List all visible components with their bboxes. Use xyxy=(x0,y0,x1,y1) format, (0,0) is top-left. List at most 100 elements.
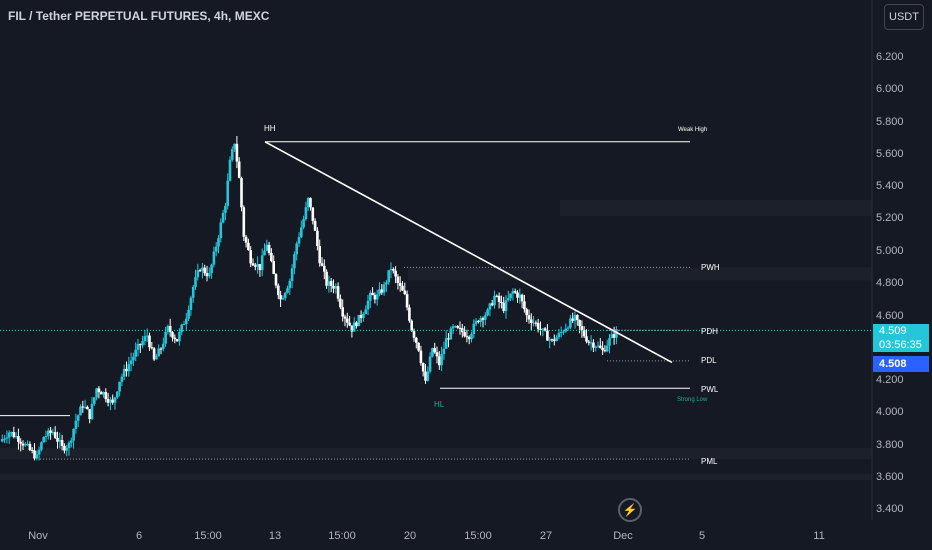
candle-body xyxy=(141,341,144,346)
candle-body xyxy=(290,268,294,282)
candle-body xyxy=(497,295,501,302)
candle-body xyxy=(509,293,512,299)
lightning-icon[interactable]: ⚡ xyxy=(618,498,642,522)
candle-body xyxy=(325,271,328,286)
candle-body xyxy=(70,440,73,443)
y-tick: 4.000 xyxy=(876,406,904,418)
x-tick: 27 xyxy=(539,530,553,542)
order-block-zone xyxy=(408,267,872,281)
candle-body xyxy=(244,236,248,243)
candle-body xyxy=(474,320,478,324)
candle-body xyxy=(210,264,213,274)
candle-body xyxy=(99,392,103,395)
candle-body xyxy=(592,342,595,348)
candle-body xyxy=(235,143,239,162)
pwl-label: PWL xyxy=(701,385,719,394)
pdh-label: PDH xyxy=(701,327,718,336)
candle-body xyxy=(318,245,321,264)
x-tick: Dec xyxy=(613,530,633,542)
candle-body xyxy=(415,337,418,343)
candle-body xyxy=(76,415,80,421)
currency-button[interactable]: USDT xyxy=(884,4,924,30)
candle-body xyxy=(113,397,117,403)
candle-body xyxy=(240,177,243,208)
candle-body xyxy=(201,267,204,271)
trendline xyxy=(264,141,673,364)
candle-body xyxy=(548,339,551,341)
candle-body xyxy=(553,339,556,342)
candle-body xyxy=(348,322,351,326)
candle-body xyxy=(217,238,220,247)
candle-body xyxy=(212,251,216,265)
candle-body xyxy=(615,329,618,338)
candle-body xyxy=(541,328,545,330)
candle-body xyxy=(134,349,137,357)
y-tick: 3.400 xyxy=(876,503,904,515)
candle-body xyxy=(226,180,229,206)
candle-body xyxy=(594,346,597,348)
candle-body xyxy=(371,292,374,296)
candle-body xyxy=(573,315,577,321)
candle-body xyxy=(267,244,271,253)
candle-body xyxy=(444,338,448,349)
candle-body xyxy=(589,342,593,344)
candle-body xyxy=(603,350,607,352)
candle-body xyxy=(327,281,331,286)
candle-body xyxy=(219,222,223,239)
candle-body xyxy=(396,276,400,284)
candle-body xyxy=(3,438,6,440)
candle-body xyxy=(534,322,538,324)
candle-body xyxy=(424,371,427,381)
candle-body xyxy=(343,316,347,319)
hl-label: HL xyxy=(434,400,445,409)
candle-body xyxy=(122,368,126,377)
candle-body xyxy=(580,326,584,331)
candle-body xyxy=(605,345,609,352)
candle-body xyxy=(463,332,466,337)
candle-body xyxy=(403,290,407,295)
candle-body xyxy=(83,406,87,408)
candle-body xyxy=(152,348,156,360)
candle-body xyxy=(447,338,450,340)
candle-body xyxy=(139,344,142,346)
candle-body xyxy=(231,149,234,160)
candle-body xyxy=(277,285,280,296)
candle-body xyxy=(56,437,59,442)
candle-body xyxy=(293,254,296,269)
order-block-zone xyxy=(0,473,872,481)
candle-body xyxy=(286,288,289,293)
candle-body xyxy=(440,354,443,366)
candle-body xyxy=(28,443,32,450)
y-tick: 5.800 xyxy=(876,116,904,128)
candle-body xyxy=(313,220,317,231)
candle-body xyxy=(320,263,324,266)
candle-body xyxy=(283,292,287,299)
candle-body xyxy=(166,325,170,332)
candle-body xyxy=(405,294,409,308)
candle-body xyxy=(387,270,390,283)
candle-body xyxy=(557,332,561,338)
candle-body xyxy=(242,207,246,237)
candle-body xyxy=(17,436,20,442)
candle-body xyxy=(582,330,586,337)
candle-body xyxy=(185,318,188,325)
y-tick: 5.600 xyxy=(876,148,904,160)
y-tick: 5.000 xyxy=(876,245,904,257)
candle-body xyxy=(350,325,354,332)
last-price-tag: 4.509 xyxy=(873,324,929,338)
candle-body xyxy=(507,298,510,301)
candle-body xyxy=(10,432,13,434)
candle-body xyxy=(72,429,75,441)
candle-body xyxy=(111,399,114,403)
candle-body xyxy=(67,442,71,449)
candle-body xyxy=(359,314,363,318)
candle-body xyxy=(150,347,154,349)
candle-body xyxy=(90,403,94,420)
y-tick: 3.800 xyxy=(876,439,904,451)
candle-body xyxy=(109,399,112,403)
candle-body xyxy=(488,303,492,310)
candle-body xyxy=(465,336,469,338)
candle-body xyxy=(334,286,338,289)
candle-body xyxy=(530,319,533,324)
